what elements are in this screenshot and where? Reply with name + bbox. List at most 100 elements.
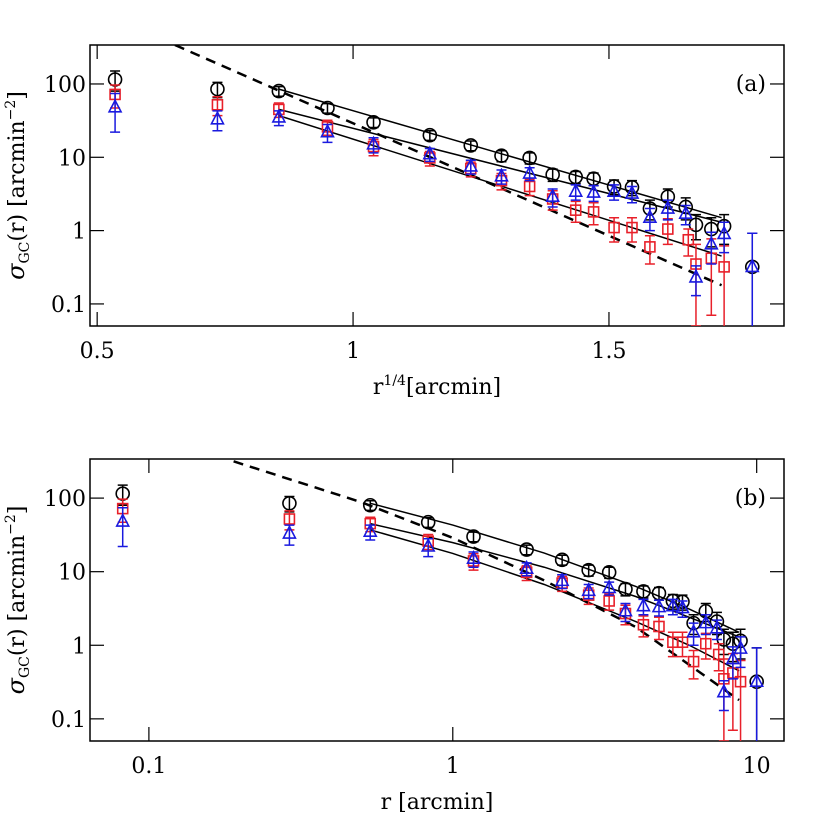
triangle-marker	[115, 512, 131, 527]
triangle-marker	[678, 204, 694, 220]
plot-area	[107, 45, 760, 326]
y-label-part: ]	[5, 91, 30, 100]
triangle-marker	[686, 623, 701, 638]
x-axis-label: r1/4[arcmin]	[373, 373, 501, 400]
circle-marker	[554, 552, 570, 568]
error-bar	[688, 649, 699, 680]
plot-area	[115, 460, 764, 741]
x-tick-label: 0.5	[80, 339, 115, 364]
triangle-marker	[366, 135, 381, 150]
circle-marker	[282, 496, 297, 511]
triangle-marker	[422, 145, 438, 160]
triangle-marker	[688, 268, 704, 283]
triangle-marker	[320, 123, 335, 138]
circle-marker	[466, 529, 481, 544]
y-label-part: −2	[3, 100, 19, 121]
triangle-marker	[744, 258, 760, 273]
x-axis-label: r [arcmin]	[381, 790, 494, 815]
circle-marker	[422, 127, 438, 143]
x-tick-label: 1	[346, 339, 360, 364]
triangle-marker	[586, 183, 601, 198]
plot-frame	[89, 44, 785, 327]
error-bar	[468, 531, 479, 543]
triangle-marker	[709, 619, 725, 634]
square-marker	[699, 637, 712, 650]
square-marker	[603, 595, 615, 607]
y-tick-label: 100	[44, 487, 86, 512]
triangle-marker	[624, 184, 640, 199]
y-tick-label: 0.1	[51, 293, 86, 318]
square-marker	[644, 241, 656, 253]
error-bar	[713, 642, 724, 672]
y-tick-label: 10	[58, 146, 86, 171]
y-label-part: GC	[17, 242, 33, 264]
circle-marker	[210, 81, 225, 97]
error-bar	[677, 631, 688, 658]
square-marker	[653, 620, 665, 633]
circle-marker	[522, 150, 537, 166]
circle-marker	[519, 542, 534, 557]
y-label-part: ]	[5, 506, 30, 515]
triangle-marker	[494, 167, 509, 182]
fit-line	[370, 502, 740, 633]
x-tick-label: 0.1	[131, 754, 166, 779]
triangle-marker	[466, 550, 481, 565]
triangle-marker	[642, 208, 658, 223]
square-marker	[587, 206, 600, 218]
square-marker	[682, 233, 695, 246]
triangle-marker	[675, 599, 690, 614]
triangle-marker	[725, 650, 741, 665]
circle-marker	[271, 83, 287, 99]
triangle-marker	[107, 98, 123, 113]
circle-marker	[618, 581, 633, 597]
panel: 0.5 1 1.5 0.1 1 10 100 r1/4[arcmin] σGC(r) [arcm…	[2, 44, 785, 400]
triangle-marker	[554, 572, 570, 587]
square-marker	[637, 618, 650, 631]
square-marker	[569, 204, 582, 216]
triangle-marker	[210, 110, 225, 125]
x-tick-label: 1.5	[591, 339, 626, 364]
triangle-marker	[651, 598, 667, 613]
x-label-part: [arcmin]	[406, 375, 501, 400]
circle-marker	[463, 138, 479, 153]
square-marker	[734, 675, 747, 688]
panel-label: (b)	[735, 486, 766, 511]
panel-label: (a)	[736, 72, 766, 97]
circle-marker	[581, 562, 596, 578]
triangle-marker	[568, 182, 584, 197]
triangle-marker	[733, 639, 748, 654]
square-marker	[718, 261, 730, 273]
y-label-part: (r) [arcmin	[5, 535, 30, 656]
triangle-marker	[665, 597, 681, 612]
triangle-marker	[716, 683, 732, 698]
triangle-marker	[704, 235, 719, 250]
square-marker	[712, 648, 725, 661]
triangle-marker	[601, 579, 617, 594]
triangle-marker	[698, 614, 714, 629]
y-label-part: σ	[2, 677, 30, 694]
y-label-part: GC	[17, 656, 33, 678]
error-bar	[626, 216, 637, 243]
square-marker	[662, 223, 674, 235]
error-bar	[604, 566, 615, 580]
circle-marker	[601, 565, 617, 580]
y-tick-label: 100	[44, 73, 86, 98]
square-marker	[523, 180, 536, 193]
x-tick-label: 10	[743, 754, 771, 779]
circle-marker	[420, 514, 436, 530]
fit-line	[370, 529, 740, 672]
fit-line	[174, 45, 723, 287]
y-axis-label: σGC(r) [arcmin−2]	[2, 91, 33, 280]
square-marker	[626, 221, 638, 234]
error-bar	[644, 235, 655, 265]
error-bar	[653, 616, 664, 641]
circle-marker	[320, 100, 335, 116]
triangle-marker	[463, 157, 479, 172]
x-tick-label: 1	[446, 754, 460, 779]
y-label-part: (r) [arcmin	[5, 120, 30, 241]
fit-line	[278, 88, 722, 219]
y-axis-label: σGC(r) [arcmin−2]	[2, 506, 33, 695]
x-label-part: 1/4	[383, 373, 406, 389]
square-marker	[283, 513, 296, 525]
triangle-marker	[519, 559, 534, 574]
